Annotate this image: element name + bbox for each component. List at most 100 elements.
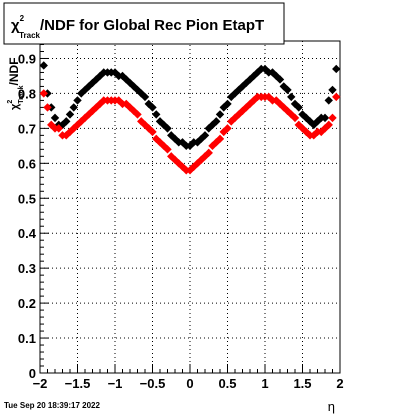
- series-0-point: [163, 124, 172, 133]
- series-1-point: [95, 99, 105, 109]
- x-tick-label: −2: [33, 376, 48, 391]
- series-0-point: [140, 92, 150, 102]
- series-0-point: [272, 71, 281, 81]
- series-0-point: [268, 68, 277, 77]
- series-0-point: [320, 113, 330, 123]
- title-box: [3, 2, 285, 45]
- series-1-point: [320, 124, 330, 133]
- series-1-point: [114, 96, 123, 105]
- series-0-point: [242, 78, 251, 88]
- series-0-point: [137, 89, 146, 98]
- x-tick-label: −1.5: [65, 376, 91, 391]
- series-0-point: [305, 117, 315, 126]
- x-tick-label: 0: [186, 376, 193, 391]
- series-1-point: [122, 99, 131, 109]
- series-1-point: [65, 127, 75, 137]
- series-0-point: [73, 96, 82, 105]
- series-1-point: [125, 103, 135, 112]
- series-1-point: [189, 162, 198, 172]
- series-0-point: [324, 96, 333, 105]
- y-tick-label: 0.8: [18, 86, 36, 101]
- series-1-point: [242, 103, 251, 112]
- series-0-point: [122, 75, 131, 84]
- series-1-point: [129, 106, 138, 116]
- series-1-point: [324, 120, 333, 130]
- series-0-point: [283, 85, 292, 95]
- series-1-point: [185, 166, 195, 175]
- series-1-point: [133, 110, 142, 119]
- x-tick-label: −1: [108, 376, 123, 391]
- y-tick-label: 0.6: [18, 156, 36, 171]
- y-tick-label: 0.7: [18, 121, 36, 136]
- series-0-point: [118, 71, 127, 81]
- series-1-point: [140, 120, 150, 130]
- series-1-point: [167, 152, 176, 161]
- series-0-point: [275, 75, 285, 84]
- axis-ticks: [39, 43, 341, 374]
- y-tick-label: 0: [29, 366, 36, 381]
- series-0-point: [227, 92, 236, 102]
- x-axis-label: η: [328, 399, 335, 414]
- series-1-point: [238, 106, 247, 116]
- series-0-point: [50, 113, 60, 123]
- series-1-point: [234, 110, 243, 119]
- series-0-point: [144, 99, 153, 109]
- series-0-point: [125, 78, 135, 88]
- series-0-point: [245, 75, 255, 84]
- series-0-point: [170, 134, 180, 144]
- series-1-point: [193, 159, 202, 168]
- series-0-point: [197, 134, 206, 144]
- series-0-point: [133, 85, 142, 95]
- x-tick-label: 1.5: [293, 376, 311, 391]
- series-1-point: [137, 117, 146, 126]
- x-tick-label: 1: [261, 376, 268, 391]
- series-0-point: [69, 103, 78, 112]
- series-1-point: [328, 113, 337, 123]
- series-0-point: [88, 78, 97, 88]
- series-1-point: [54, 124, 63, 133]
- y-tick-label: 0.1: [18, 331, 36, 346]
- series-1-point: [163, 145, 172, 154]
- series-1-point: [197, 155, 206, 165]
- chart-title: χ2 Track/NDF for Global Rec Pion EtapT: [11, 14, 264, 40]
- series-0-point: [309, 120, 318, 130]
- data-markers: [39, 61, 341, 175]
- series-1-point: [148, 127, 157, 137]
- x-tick-label: −0.5: [140, 376, 166, 391]
- series-0-point: [204, 124, 213, 133]
- series-1-point: [204, 148, 213, 158]
- series-1-point: [317, 127, 326, 137]
- series-1-point: [39, 89, 48, 98]
- series-0-point: [260, 64, 270, 74]
- series-1-point: [208, 141, 217, 151]
- x-tick-label: 0.5: [218, 376, 236, 391]
- series-0-point: [92, 75, 101, 84]
- series-1-point: [227, 117, 236, 126]
- series-0-point: [148, 103, 157, 112]
- series-1-point: [43, 103, 52, 112]
- series-1-point: [152, 134, 161, 144]
- series-1-point: [290, 113, 300, 123]
- series-1-point: [159, 141, 168, 151]
- series-0-point: [152, 110, 161, 119]
- series-0-point: [110, 68, 120, 77]
- series-0-point: [328, 85, 337, 95]
- series-0-point: [332, 64, 341, 74]
- series-0-point: [159, 120, 168, 130]
- series-1-point: [272, 96, 281, 105]
- series-0-point: [58, 120, 67, 130]
- series-0-point: [219, 103, 228, 112]
- grid: [40, 41, 340, 373]
- tick-labels: −2 −1.5 −1 −0.5 0 0.5 1 1.5 2 0 0.1 0.2 0.3 0.4 0.5 0.6…: [18, 51, 344, 391]
- y-tick-label: 0.2: [18, 296, 36, 311]
- series-1-point: [219, 127, 228, 137]
- series-1-point: [69, 124, 78, 133]
- series-0-point: [215, 110, 225, 119]
- series-0-point: [238, 82, 247, 91]
- series-0-point: [208, 120, 217, 130]
- series-0-point: [223, 99, 232, 109]
- series-1-point: [92, 103, 101, 112]
- series-0-point: [62, 117, 71, 126]
- y-tick-label: 0.9: [18, 51, 36, 66]
